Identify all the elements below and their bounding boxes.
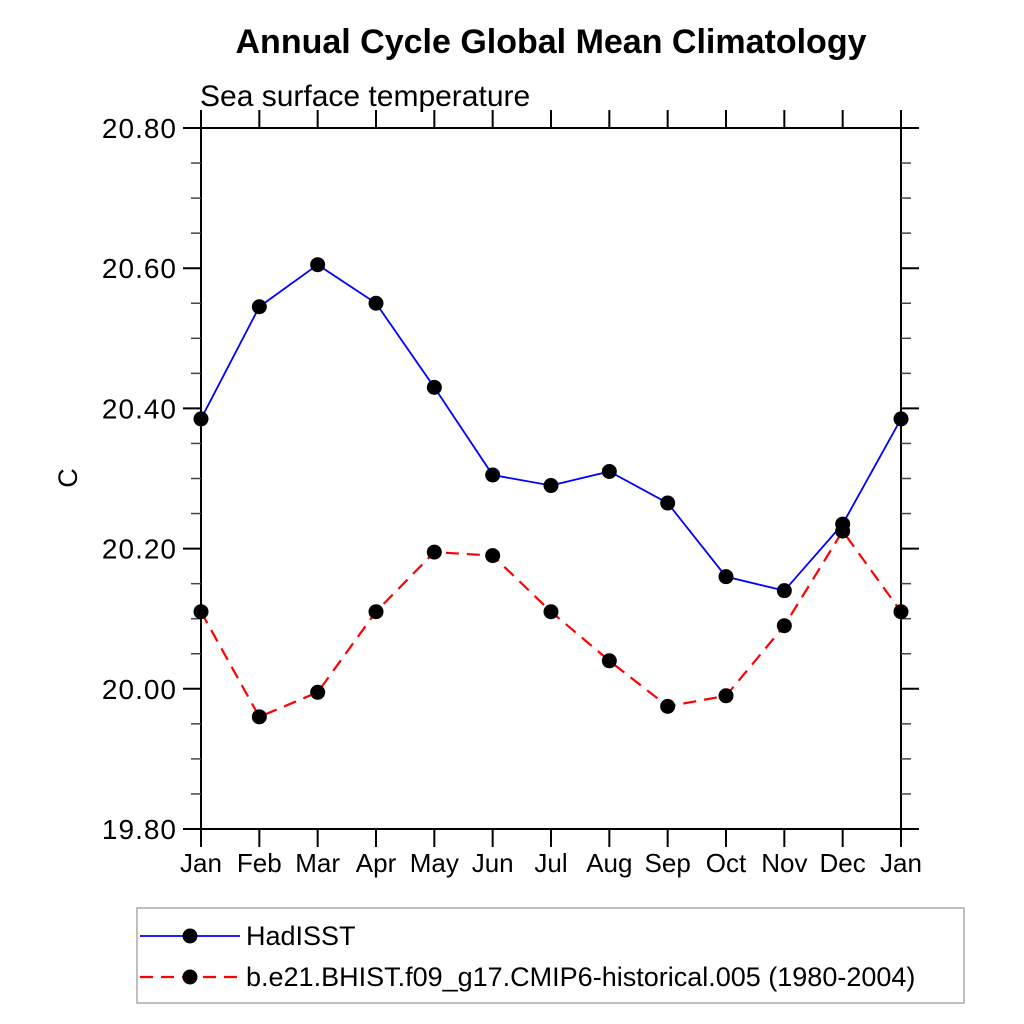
data-point-marker: [543, 604, 559, 620]
data-point-marker: [251, 709, 267, 725]
x-tick-label: Jul: [534, 848, 567, 878]
series-line-hadisst: [200, 263, 902, 592]
legend-keys: [140, 928, 240, 985]
x-tick-label: Sep: [645, 848, 691, 878]
data-point-marker: [193, 411, 209, 427]
legend-label-hadisst: HadISST: [246, 921, 356, 951]
data-point-marker: [893, 604, 909, 620]
x-tick-label: Nov: [761, 848, 807, 878]
legend-box: [136, 907, 965, 1004]
data-point-marker: [485, 548, 501, 564]
y-tick-label: 20.80: [102, 113, 177, 144]
y-tick-label: 19.80: [102, 814, 177, 845]
data-point-marker: [893, 411, 909, 427]
x-tick-label: Mar: [295, 848, 340, 878]
series-line-model: [200, 529, 902, 719]
data-point-marker: [426, 544, 442, 560]
data-point-marker: [660, 495, 676, 511]
x-tick-label: May: [410, 848, 459, 878]
x-tick-label: Aug: [586, 848, 632, 878]
legend-label-model: b.e21.BHIST.f09_g17.CMIP6-historical.005…: [246, 962, 915, 992]
legend: HadISST b.e21.BHIST.f09_g17.CMIP6-histor…: [136, 907, 965, 1004]
x-tick-label: Jan: [880, 848, 922, 878]
data-point-marker: [835, 523, 851, 539]
legend-key-hadisst-marker: [182, 928, 198, 944]
y-tick-label: 20.60: [102, 253, 177, 284]
data-point-marker: [776, 618, 792, 634]
y-tick-label: 20.40: [102, 393, 177, 424]
x-tick-label: Jun: [472, 848, 514, 878]
data-point-marker: [776, 583, 792, 599]
data-point-marker: [251, 299, 267, 315]
chart-title: Annual Cycle Global Mean Climatology: [236, 23, 867, 61]
data-point-marker: [485, 467, 501, 483]
plot-area: Jan Feb Mar Apr May Jun Jul Aug Sep Oct Nov Dec Jan1…: [102, 110, 922, 878]
data-point-marker: [368, 295, 384, 311]
x-tick-label: Apr: [356, 848, 397, 878]
data-point-marker: [718, 688, 734, 704]
data-point-marker: [310, 684, 326, 700]
y-tick-label: 20.20: [102, 534, 177, 565]
x-tick-label: Feb: [237, 848, 282, 878]
y-tick-label: 20.00: [102, 674, 177, 705]
x-tick-label: Dec: [820, 848, 866, 878]
y-axis-label: C: [53, 468, 83, 488]
data-point-marker: [660, 698, 676, 714]
data-point-marker: [426, 379, 442, 395]
data-point-marker: [543, 478, 559, 494]
x-tick-label: Jan: [180, 848, 222, 878]
data-point-marker: [368, 604, 384, 620]
chart-subtitle: Sea surface temperature: [200, 80, 530, 113]
data-point-marker: [601, 463, 617, 479]
legend-key-model-marker: [182, 969, 198, 985]
data-point-marker: [601, 653, 617, 669]
data-point-marker: [193, 604, 209, 620]
data-point-marker: [718, 569, 734, 585]
data-point-marker: [310, 257, 326, 273]
x-tick-label: Oct: [706, 848, 747, 878]
